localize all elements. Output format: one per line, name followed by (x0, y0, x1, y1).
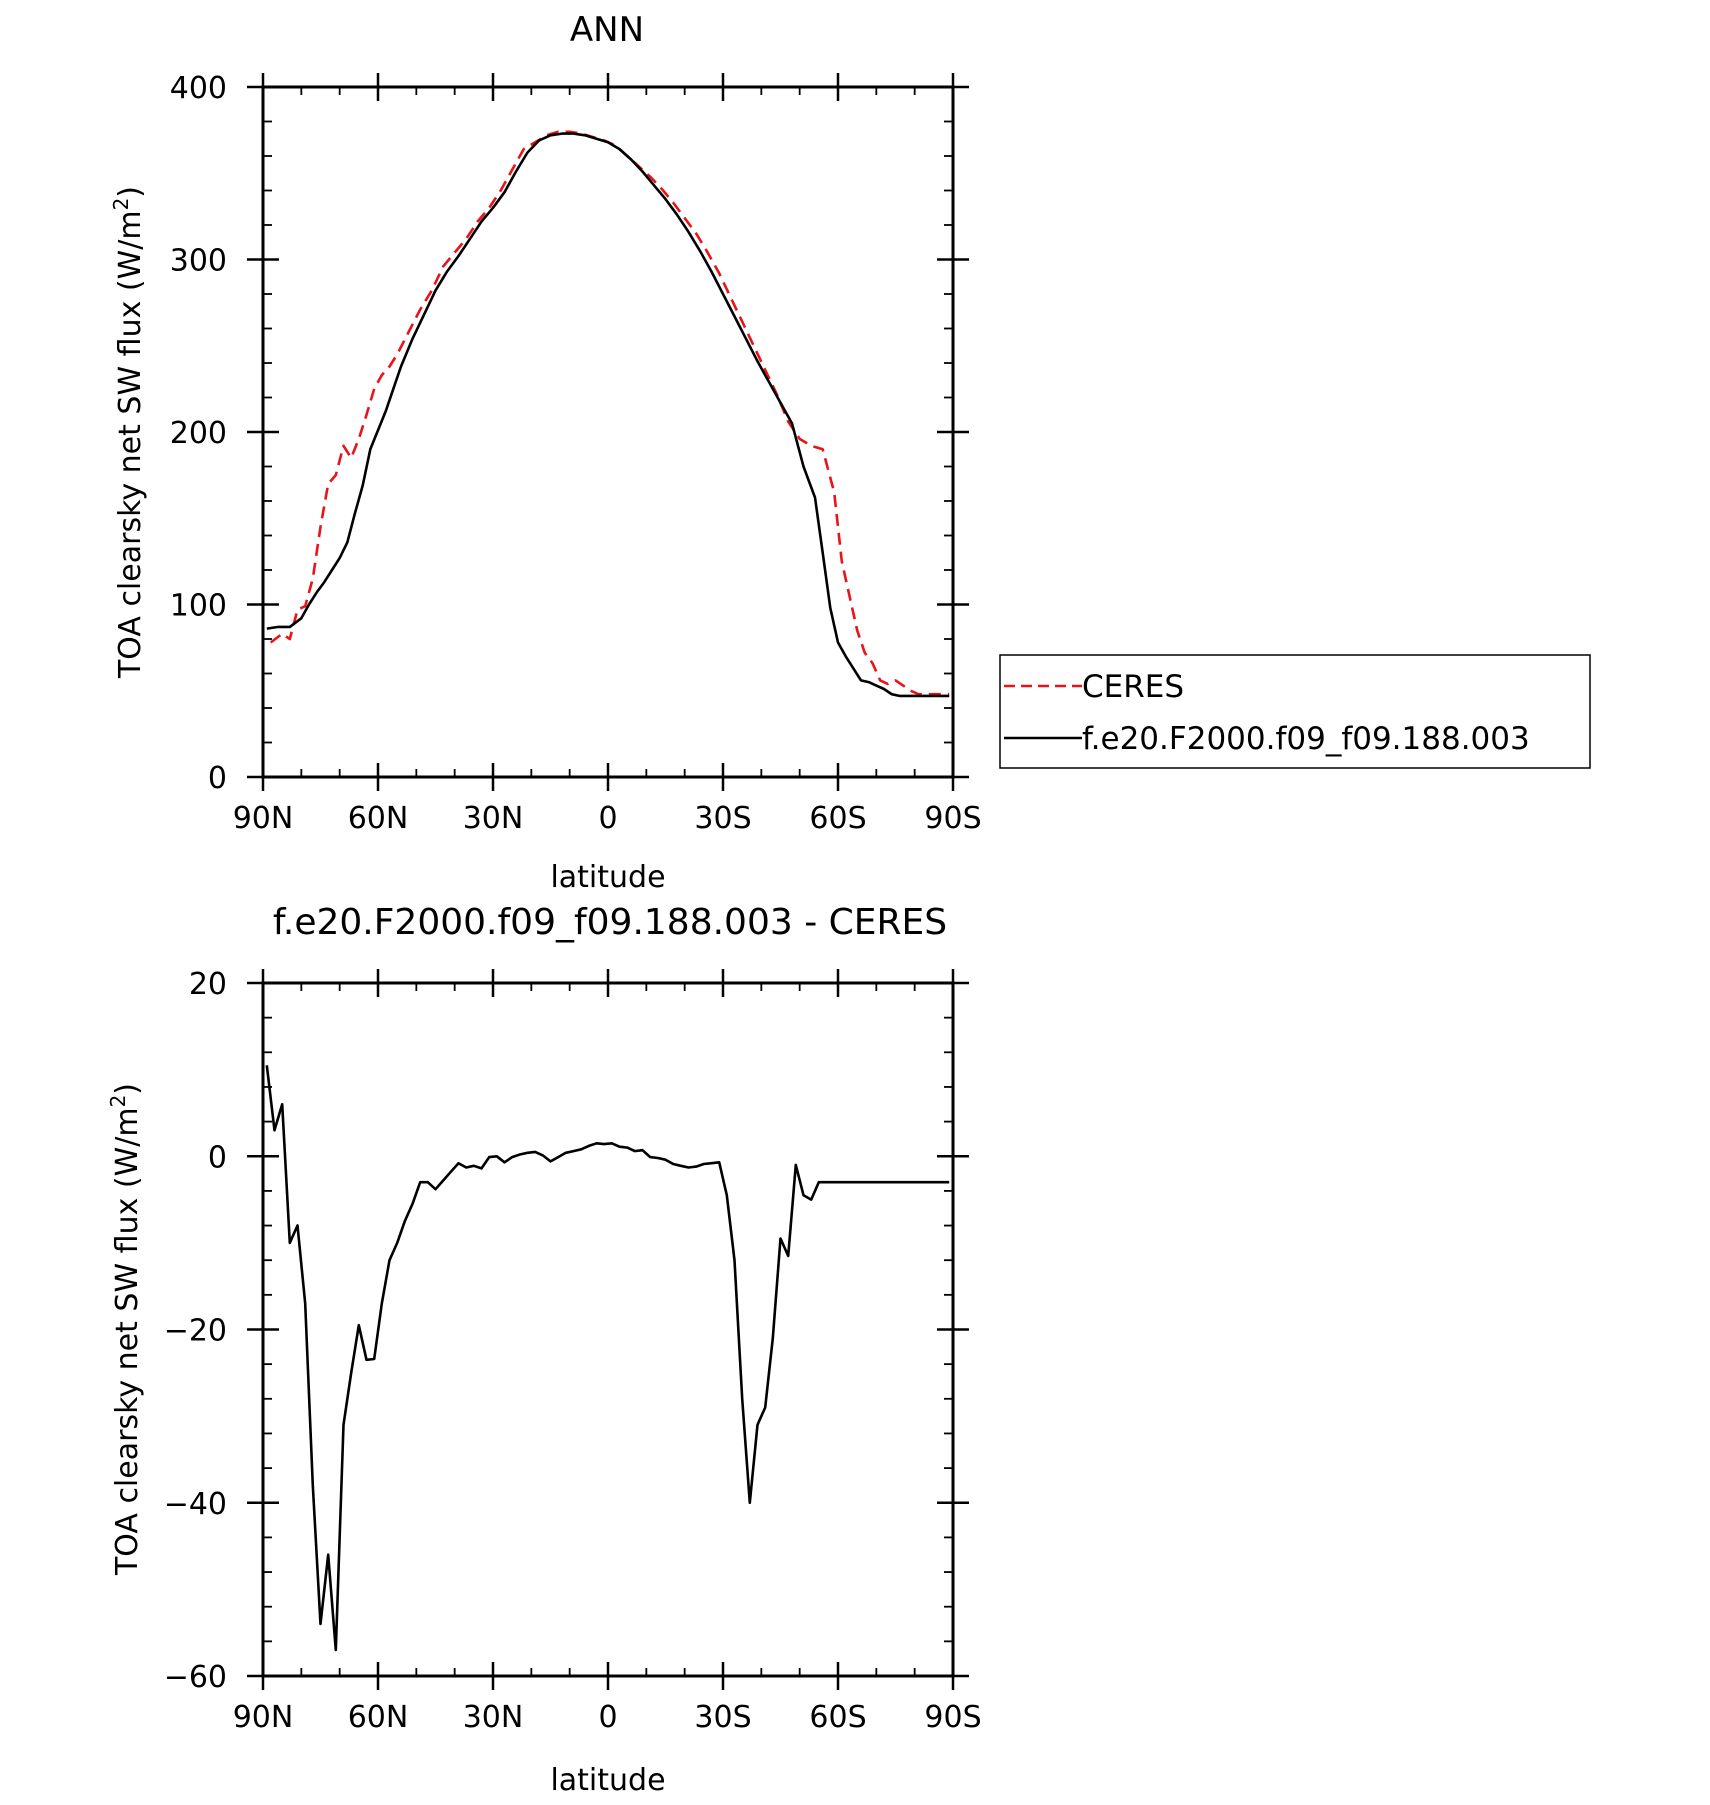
x-tick-label: 90S (924, 801, 981, 836)
bottom-chart-title: f.e20.F2000.f09_f09.188.003 - CERES (273, 902, 947, 943)
y-tick-label: 300 (170, 244, 227, 279)
x-tick-label: 90S (924, 1700, 981, 1735)
x-tick-label: 30S (694, 1700, 751, 1735)
x-tick-label: 60N (348, 1700, 409, 1735)
bottom-y-axis-label-sup: 2 (106, 1095, 130, 1108)
bottom-series-group (265, 1065, 950, 1652)
bottom-y-axis-label: TOA clearsky net SW flux (W/m2) (106, 1083, 145, 1576)
x-tick-label: 60S (809, 1700, 866, 1735)
x-tick-label: 30N (463, 1700, 524, 1735)
top-axis-tick-labels: 90N 60N 30N 0 30S 60S 90S 0 100 200 300 400 (170, 71, 982, 836)
top-y-axis-label-suffix: ) (113, 186, 148, 198)
top-y-axis-label-sup: 2 (109, 198, 133, 211)
bottom-y-axis-label-main: TOA clearsky net SW flux (W/m (110, 1107, 145, 1576)
x-tick-label: 60N (348, 801, 409, 836)
series-line-ceres (269, 130, 950, 696)
x-tick-label: 60S (809, 801, 866, 836)
bottom-axis-ticks (247, 969, 969, 1690)
bottom-y-axis-label-suffix: ) (110, 1083, 145, 1095)
y-tick-label: 400 (170, 71, 227, 106)
series-line-difference (265, 1065, 950, 1652)
bottom-x-axis-label: latitude (550, 1763, 665, 1798)
series-line-model (266, 132, 950, 698)
y-tick-label: 0 (208, 761, 227, 796)
y-tick-label: −60 (164, 1660, 227, 1695)
y-tick-label: 0 (208, 1140, 227, 1175)
legend-label-ceres: CERES (1082, 669, 1184, 705)
top-x-axis-label: latitude (550, 860, 665, 895)
top-chart-title: ANN (570, 10, 644, 50)
legend: CERES f.e20.F2000.f09_f09.188.003 (999, 654, 1591, 769)
x-tick-label: 30N (463, 801, 524, 836)
y-tick-label: 100 (170, 589, 227, 624)
y-tick-label: −40 (164, 1487, 227, 1522)
legend-label-model: f.e20.F2000.f09_f09.188.003 (1082, 721, 1530, 757)
y-tick-label: 20 (189, 967, 227, 1002)
top-series-group (266, 130, 950, 698)
bottom-plot-frame (261, 981, 955, 1678)
y-tick-label: 200 (170, 416, 227, 451)
top-y-axis-label: TOA clearsky net SW flux (W/m2) (109, 186, 148, 679)
top-panel: ANN 90N 60N 30N 0 30S 60S 90S 0 100 200 300 400 lat… (109, 10, 1591, 895)
legend-box (999, 654, 1591, 769)
top-y-axis-label-main: TOA clearsky net SW flux (W/m (113, 210, 148, 679)
y-tick-label: −20 (164, 1314, 227, 1349)
x-tick-label: 0 (598, 1700, 617, 1735)
bottom-axis-tick-labels: 90N 60N 30N 0 30S 60S 90S −60 −40 −20 0 20 (164, 967, 982, 1735)
x-tick-label: 0 (598, 801, 617, 836)
top-plot-frame (261, 85, 955, 779)
bottom-panel: f.e20.F2000.f09_f09.188.003 - CERES 90N 6… (106, 902, 982, 1798)
x-tick-label: 90N (233, 1700, 294, 1735)
x-tick-label: 90N (233, 801, 294, 836)
top-axis-ticks (247, 73, 969, 791)
x-tick-label: 30S (694, 801, 751, 836)
